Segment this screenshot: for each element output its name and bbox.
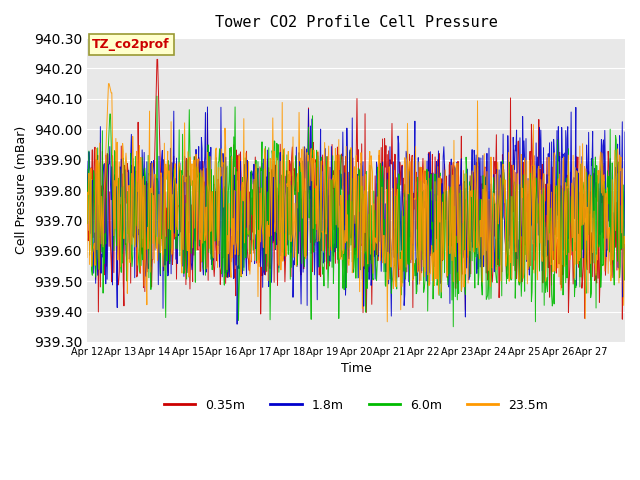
- 23.5m: [428, 252, 435, 258]
- 1.8m: [397, 233, 404, 239]
- 1.8m: [493, 264, 500, 269]
- 0.35m: [547, 182, 555, 188]
- 1.8m: [116, 164, 124, 169]
- 23.5m: [383, 319, 391, 324]
- 1.8m: [548, 139, 556, 145]
- 6.0m: [83, 167, 91, 172]
- 23.5m: [493, 267, 500, 273]
- 0.35m: [83, 180, 91, 185]
- 1.8m: [204, 104, 211, 110]
- 1.8m: [411, 118, 419, 124]
- 23.5m: [116, 264, 124, 270]
- X-axis label: Time: Time: [340, 362, 371, 375]
- 6.0m: [396, 266, 404, 272]
- 23.5m: [397, 307, 404, 312]
- 0.35m: [396, 160, 404, 166]
- 1.8m: [428, 251, 435, 257]
- Line: 23.5m: 23.5m: [87, 84, 625, 322]
- 0.35m: [410, 206, 418, 212]
- 6.0m: [410, 261, 418, 266]
- 0.35m: [492, 170, 500, 176]
- 23.5m: [621, 240, 629, 246]
- 6.0m: [493, 277, 500, 283]
- 6.0m: [116, 167, 124, 172]
- Title: Tower CO2 Profile Cell Pressure: Tower CO2 Profile Cell Pressure: [214, 15, 497, 30]
- Line: 6.0m: 6.0m: [87, 96, 625, 327]
- 0.35m: [426, 253, 434, 259]
- 6.0m: [449, 324, 457, 330]
- Text: TZ_co2prof: TZ_co2prof: [92, 38, 170, 51]
- 1.8m: [233, 321, 241, 327]
- 0.35m: [621, 234, 629, 240]
- Line: 0.35m: 0.35m: [87, 60, 625, 319]
- 6.0m: [153, 93, 161, 99]
- 6.0m: [548, 291, 556, 297]
- 0.35m: [116, 202, 124, 207]
- 0.35m: [153, 57, 161, 62]
- 1.8m: [83, 158, 91, 164]
- Legend: 0.35m, 1.8m, 6.0m, 23.5m: 0.35m, 1.8m, 6.0m, 23.5m: [159, 394, 553, 417]
- 1.8m: [621, 129, 629, 135]
- 6.0m: [621, 248, 629, 253]
- 23.5m: [104, 81, 112, 86]
- 23.5m: [411, 196, 419, 202]
- Line: 1.8m: 1.8m: [87, 107, 625, 324]
- 0.35m: [618, 316, 626, 322]
- 23.5m: [548, 189, 556, 195]
- Y-axis label: Cell Pressure (mBar): Cell Pressure (mBar): [15, 126, 28, 254]
- 23.5m: [83, 254, 91, 260]
- 6.0m: [426, 188, 434, 194]
